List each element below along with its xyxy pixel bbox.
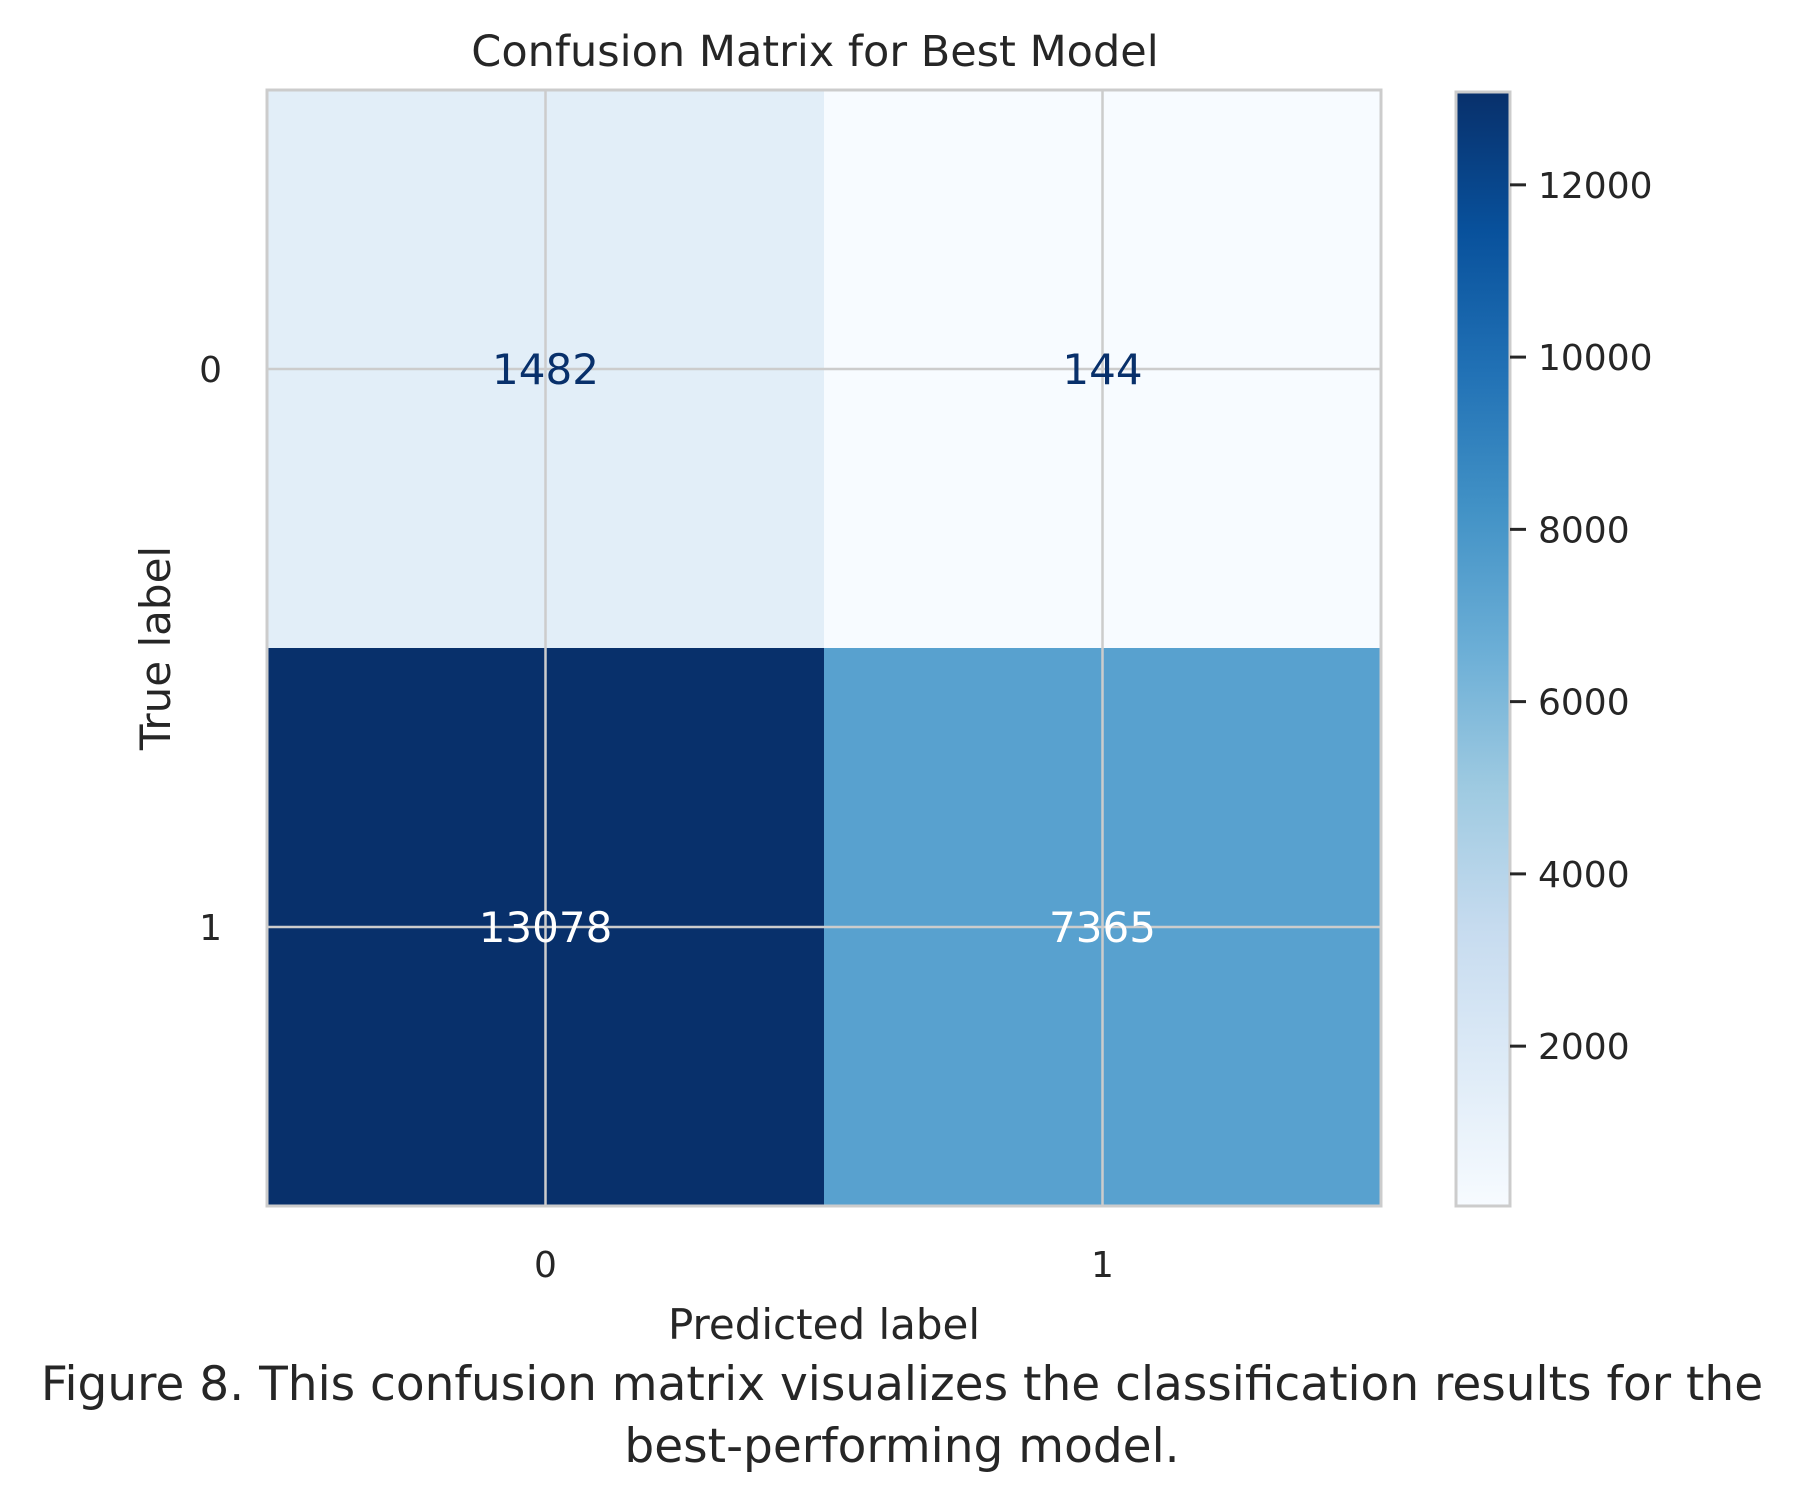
y-axis-ticks: 01 — [199, 350, 222, 949]
colorbar-tick-label-2: 6000 — [1538, 683, 1630, 724]
heatmap-cells — [267, 90, 1382, 1207]
x-axis-label: Predicted label — [668, 1300, 980, 1349]
grid-lines — [267, 90, 1381, 1206]
colorbar — [1456, 92, 1510, 1206]
plot-frame — [265, 88, 1383, 1208]
x-tick-label-1: 1 — [1091, 1245, 1114, 1286]
colorbar-tick-label-1: 4000 — [1538, 855, 1630, 896]
colorbar-tick-label-0: 2000 — [1538, 1027, 1630, 1068]
colorbar-tick-label-3: 8000 — [1538, 510, 1630, 551]
figure-caption-line-2: best-performing model. — [624, 1419, 1179, 1474]
colorbar-tick-label-5: 12000 — [1538, 166, 1653, 207]
x-tick-label-0: 0 — [534, 1245, 557, 1286]
colorbar-frame — [1454, 90, 1512, 1208]
cell-value-1-1: 7365 — [1049, 903, 1156, 952]
chart-title: Confusion Matrix for Best Model — [471, 27, 1158, 77]
cell-value-0-0: 1482 — [492, 345, 599, 394]
colorbar-ticks: 2000 4000 6000 8000 10000 12000 — [1510, 166, 1653, 1068]
y-tick-label-1: 1 — [199, 908, 222, 949]
colorbar-tick-label-4: 10000 — [1538, 338, 1653, 379]
cell-value-1-0: 13078 — [479, 903, 613, 952]
figure-caption-line-1: Figure 8. This confusion matrix visualiz… — [41, 1357, 1763, 1412]
cell-value-0-1: 144 — [1062, 345, 1142, 394]
y-tick-label-0: 0 — [199, 350, 222, 391]
y-axis-label: True label — [131, 546, 180, 751]
cell-value-labels: 1482 144 13078 7365 — [479, 345, 1156, 952]
